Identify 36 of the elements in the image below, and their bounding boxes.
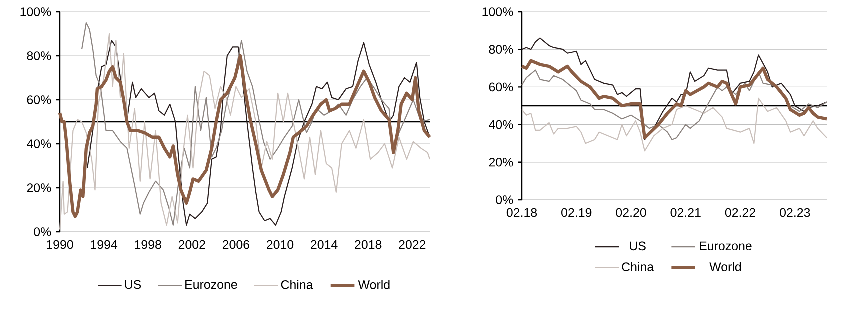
x-tick-label: 02.22 <box>725 208 756 218</box>
y-tick-label: 100% <box>20 8 52 16</box>
legend-label: World <box>358 280 390 290</box>
x-tick-label: 1994 <box>91 240 118 250</box>
legend-label: China <box>622 262 654 272</box>
x-tick-label: 2018 <box>355 240 382 250</box>
x-tick-label: 2014 <box>311 240 338 250</box>
x-tick-label: 02.20 <box>616 208 646 218</box>
x-tick-label: 02.23 <box>780 208 810 218</box>
y-tick-label: 80% <box>489 45 514 54</box>
legend-label: US <box>630 242 646 251</box>
x-tick-label: 02.21 <box>670 208 701 218</box>
y-tick-label: 0% <box>34 228 52 236</box>
x-tick-label: 1990 <box>47 240 74 250</box>
y-tick-label: 20% <box>489 158 514 167</box>
line-series <box>58 54 432 218</box>
legend-label: Eurozone <box>700 242 752 251</box>
x-tick-label: 2002 <box>178 240 206 250</box>
x-tick-label: 02.18 <box>506 208 538 218</box>
x-tick-label: 02.19 <box>562 208 592 218</box>
legend-label: Eurozone <box>186 280 238 290</box>
y-tick-label: 40% <box>27 140 52 148</box>
legend-label: US <box>125 280 142 290</box>
y-tick-label: 100% <box>482 8 514 16</box>
y-tick-label: 0% <box>496 196 514 204</box>
y-tick-label: 80% <box>27 52 52 60</box>
x-tick-label: 2010 <box>267 240 294 250</box>
y-tick-label: 20% <box>27 184 52 192</box>
y-tick-label: 60% <box>489 82 514 92</box>
legend-label: World <box>710 262 742 272</box>
x-tick-label: 1998 <box>135 240 162 250</box>
y-tick-label: 60% <box>27 96 52 104</box>
x-tick-label: 2022 <box>399 240 426 250</box>
y-tick-label: 40% <box>489 120 514 130</box>
x-tick-label: 2006 <box>222 240 250 250</box>
legend-label: China <box>281 280 314 290</box>
